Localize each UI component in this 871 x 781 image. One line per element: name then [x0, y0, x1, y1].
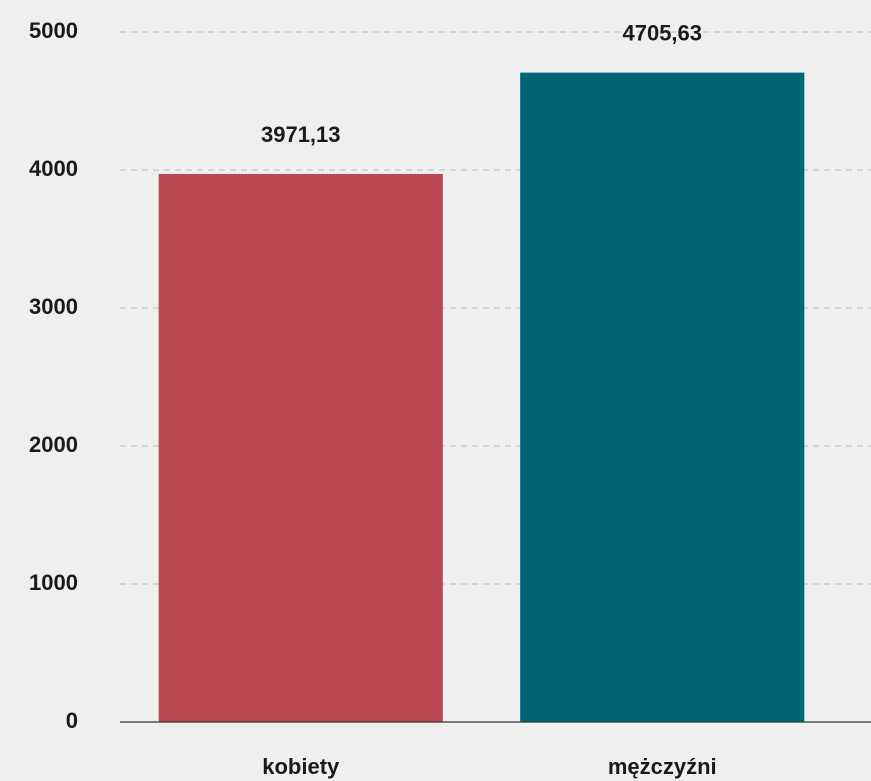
bar	[520, 72, 805, 723]
bar	[158, 173, 443, 722]
x-tick-label: mężczyźni	[608, 754, 717, 779]
y-tick-label: 3000	[29, 294, 78, 319]
y-tick-label: 2000	[29, 432, 78, 457]
y-tick-label: 5000	[29, 18, 78, 43]
y-tick-label: 0	[66, 708, 78, 733]
x-tick-label: kobiety	[262, 754, 340, 779]
data-label: 4705,63	[622, 20, 702, 45]
y-tick-label: 1000	[29, 570, 78, 595]
y-tick-label: 4000	[29, 156, 78, 181]
data-label: 3971,13	[261, 122, 341, 147]
